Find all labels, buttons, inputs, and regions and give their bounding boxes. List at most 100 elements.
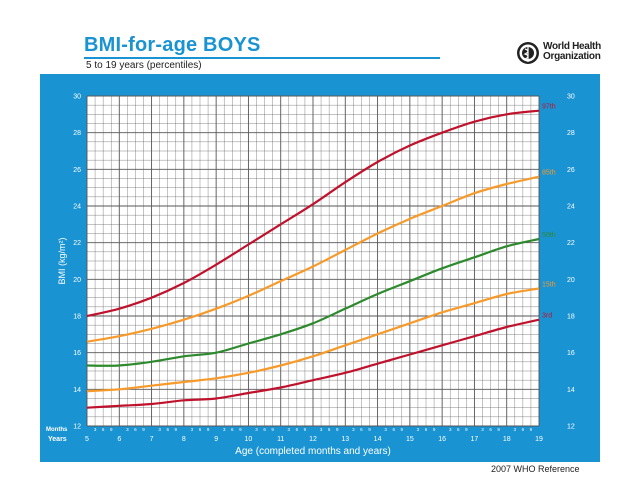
month-tick-label: 3 [384, 427, 387, 432]
year-tick-label: 7 [150, 436, 154, 443]
month-tick-label: 9 [142, 427, 145, 432]
title-rule [84, 57, 440, 59]
series-line-50th [86, 237, 540, 367]
month-tick-label: 6 [166, 427, 169, 432]
month-tick-label: 3 [158, 427, 161, 432]
year-tick-label: 6 [117, 436, 121, 443]
series-label-3rd: 3rd [542, 313, 552, 320]
who-logo-line2: Organization [543, 51, 601, 62]
y-tick-label-left: 20 [73, 277, 81, 284]
y-tick-label-left: 12 [73, 424, 81, 431]
y-tick-label-right: 12 [567, 424, 575, 431]
year-tick-label: 18 [503, 436, 511, 443]
month-tick-label: 6 [392, 427, 395, 432]
month-tick-label: 3 [255, 427, 258, 432]
month-tick-label: 9 [497, 427, 500, 432]
month-tick-label: 6 [199, 427, 202, 432]
month-tick-label: 3 [481, 427, 484, 432]
year-tick-label: 15 [406, 436, 414, 443]
month-tick-label: 3 [449, 427, 452, 432]
month-tick-label: 9 [175, 427, 178, 432]
y-tick-labels-left: 12 14 16 18 20 22 24 26 28 30 [73, 94, 81, 431]
year-tick-label: 16 [438, 436, 446, 443]
month-tick-label: 6 [102, 427, 105, 432]
month-tick-label: 9 [271, 427, 274, 432]
y-tick-label-right: 22 [567, 240, 575, 247]
month-tick-label: 9 [530, 427, 533, 432]
month-tick-label: 9 [304, 427, 307, 432]
month-tick-label: 6 [457, 427, 460, 432]
month-tick-label: 6 [328, 427, 331, 432]
series-line-15th [86, 287, 540, 393]
who-logo-icon [517, 42, 539, 64]
month-tick-label: 6 [231, 427, 234, 432]
y-tick-label-right: 26 [567, 167, 575, 174]
series-label-97th: 97th [542, 104, 556, 111]
y-tick-label-left: 30 [73, 94, 81, 101]
month-tick-label: 3 [94, 427, 97, 432]
y-tick-label-left: 28 [73, 130, 81, 137]
series-lines [86, 109, 540, 409]
y-tick-label-right: 20 [567, 277, 575, 284]
year-tick-label: 13 [341, 436, 349, 443]
y-tick-label-left: 14 [73, 387, 81, 394]
month-tick-label: 9 [110, 427, 113, 432]
series-line-85th [86, 175, 540, 343]
month-tick-label: 6 [489, 427, 492, 432]
month-tick-label: 6 [263, 427, 266, 432]
y-tick-label-right: 28 [567, 130, 575, 137]
series-label-85th: 85th [542, 170, 556, 177]
bmi-chart: 97th 85th 50th 15th 3rd 12 14 16 18 20 22 24 26 28 30… [40, 74, 600, 462]
y-tick-label-left: 16 [73, 350, 81, 357]
month-tick-label: 6 [425, 427, 428, 432]
footer-reference: 2007 WHO Reference [491, 464, 580, 474]
year-tick-label: 5 [85, 436, 89, 443]
month-tick-label: 3 [191, 427, 194, 432]
month-tick-label: 3 [514, 427, 517, 432]
month-tick-label: 6 [134, 427, 137, 432]
month-tick-label: 9 [465, 427, 468, 432]
years-row-label: Years [48, 436, 67, 443]
year-tick-label: 19 [535, 436, 543, 443]
y-axis-label: BMI (kg/m²) [57, 238, 67, 285]
y-tick-label-left: 26 [73, 167, 81, 174]
year-tick-label: 17 [471, 436, 479, 443]
month-tick-label: 3 [288, 427, 291, 432]
month-tick-label: 3 [126, 427, 129, 432]
y-tick-label-right: 30 [567, 94, 575, 101]
y-tick-label-right: 14 [567, 387, 575, 394]
month-tick-label: 9 [368, 427, 371, 432]
month-tick-label: 3 [223, 427, 226, 432]
month-tick-label: 9 [401, 427, 404, 432]
month-tick-label: 9 [239, 427, 242, 432]
y-tick-label-left: 22 [73, 240, 81, 247]
month-tick-label: 9 [207, 427, 210, 432]
series-label-15th: 15th [542, 282, 556, 289]
y-tick-labels-right: 12 14 16 18 20 22 24 26 28 30 [567, 94, 575, 431]
y-tick-label-left: 24 [73, 204, 81, 211]
y-tick-label-right: 16 [567, 350, 575, 357]
series-labels: 97th 85th 50th 15th 3rd [542, 104, 556, 320]
year-tick-label: 8 [182, 436, 186, 443]
month-tick-label: 3 [417, 427, 420, 432]
month-tick-label: 3 [320, 427, 323, 432]
chart-title: BMI-for-age BOYS [84, 34, 261, 56]
month-tick-label: 3 [352, 427, 355, 432]
year-tick-label: 14 [374, 436, 382, 443]
x-axis-label: Age (completed months and years) [235, 446, 391, 457]
year-tick-label: 9 [214, 436, 218, 443]
series-line-3rd [86, 318, 540, 409]
y-tick-label-right: 24 [567, 204, 575, 211]
series-line-97th [86, 109, 540, 318]
series-label-50th: 50th [542, 232, 556, 239]
chart-subtitle: 5 to 19 years (percentiles) [86, 60, 202, 71]
month-tick-label: 6 [522, 427, 525, 432]
y-tick-label-left: 18 [73, 314, 81, 321]
year-tick-label: 11 [277, 436, 284, 443]
grid-lines [86, 95, 540, 427]
who-logo-line1: World Health [543, 41, 601, 52]
year-tick-labels: 5 6 7 8 9 10 11 12 13 14 15 16 17 18 19 [85, 436, 543, 443]
month-tick-label: 9 [336, 427, 339, 432]
month-tick-label: 9 [433, 427, 436, 432]
